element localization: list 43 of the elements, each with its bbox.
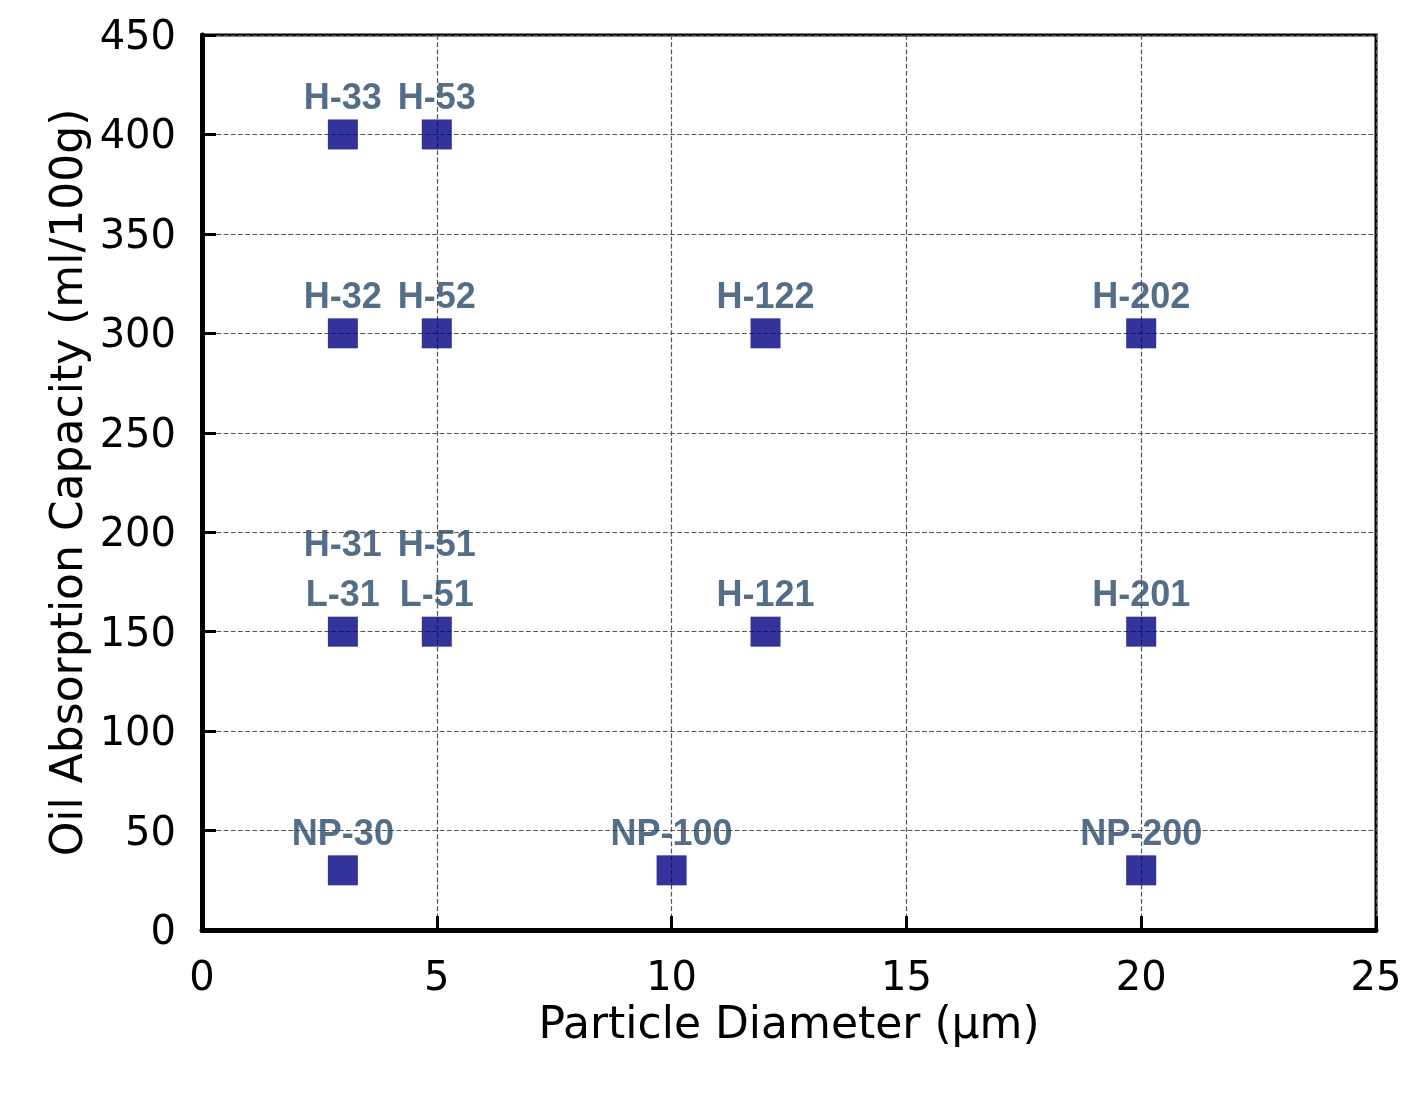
annotation: H-53 xyxy=(397,75,476,117)
annotation: H-122 xyxy=(716,274,815,316)
point xyxy=(1126,855,1157,886)
annotation: H-201 xyxy=(1092,573,1191,615)
annotation: H-33 xyxy=(303,75,382,117)
y-tick-label: 400 xyxy=(99,111,176,158)
annotation: L-51 xyxy=(399,573,474,615)
annotation: L-31 xyxy=(305,573,380,615)
point xyxy=(421,616,452,647)
annotation: H-52 xyxy=(397,274,476,316)
y-tick-label: 100 xyxy=(99,708,176,755)
point xyxy=(421,318,452,349)
point xyxy=(327,119,358,150)
x-tick-label: 0 xyxy=(189,953,215,999)
point xyxy=(421,119,452,150)
point xyxy=(1126,318,1157,349)
x-tick-label: 20 xyxy=(1115,953,1167,999)
x-tick-label: 25 xyxy=(1350,953,1402,999)
x-tick-label: 10 xyxy=(646,953,698,999)
y-tick-label: 450 xyxy=(99,12,176,58)
point xyxy=(327,616,358,647)
y-tick-label: 200 xyxy=(99,509,176,556)
y-tick-label: 350 xyxy=(99,210,176,257)
annotation: H-31 xyxy=(303,523,382,565)
annotation: H-32 xyxy=(303,274,382,316)
annotation: H-202 xyxy=(1092,274,1191,316)
y-tick-label: 300 xyxy=(99,310,176,357)
y-axis-title: Oil Absorption Capacity (ml/100g) xyxy=(41,108,93,857)
annotation: H-51 xyxy=(397,523,476,565)
y-tick-label: 0 xyxy=(150,907,176,953)
y-tick-label: 250 xyxy=(99,409,176,456)
y-tick-label: 50 xyxy=(125,807,176,854)
x-tick-label: 5 xyxy=(424,953,450,999)
x-tick-label: 15 xyxy=(880,953,932,999)
point xyxy=(750,318,781,349)
point xyxy=(656,855,687,886)
x-axis-title: Particle Diameter (µm) xyxy=(538,997,1040,1049)
point xyxy=(327,855,358,886)
point xyxy=(1126,616,1157,647)
y-tick-label: 150 xyxy=(99,608,176,655)
annotation: H-121 xyxy=(716,573,815,615)
point xyxy=(750,616,781,647)
point xyxy=(327,318,358,349)
